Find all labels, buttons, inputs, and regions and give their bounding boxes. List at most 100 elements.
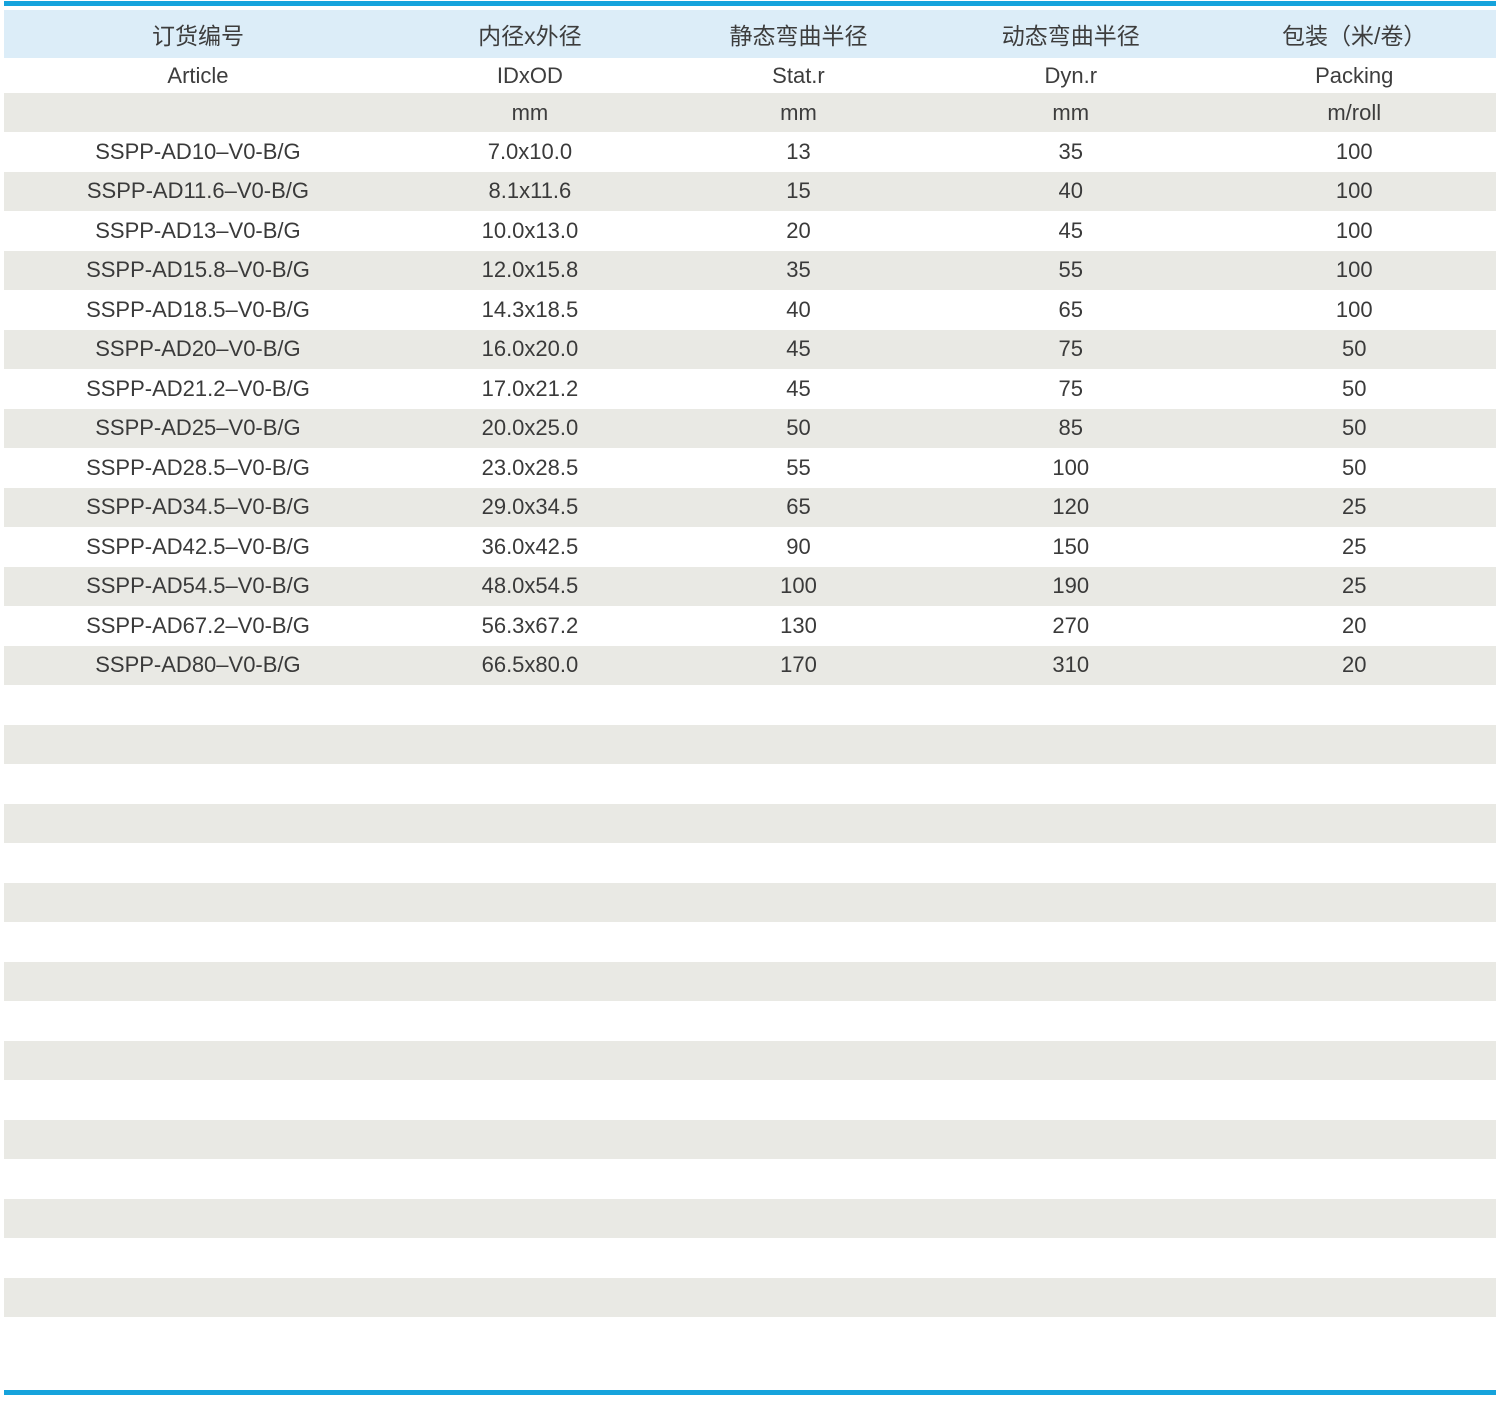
dyn-r-cell: 55 [1058,257,1083,283]
table-row: SSPP-AD80–V0-B/G 66.5x80.0 170 310 20 [4,645,1496,685]
top-accent-bar [4,1,1496,6]
idxod-cell: 7.0x10.0 [487,138,573,164]
article-cell: SSPP-AD20–V0-B/G [95,336,301,362]
dyn-r-cell: 310 [1052,652,1090,678]
stat-r-cell: 130 [780,612,817,638]
dyn-r-cell: 40 [1058,178,1083,204]
article-cell: SSPP-AD21.2–V0-B/G [86,375,310,401]
article-cell: SSPP-AD80–V0-B/G [95,652,301,678]
stat-r-cell: 40 [786,296,811,322]
packing-cell: 25 [1342,494,1367,520]
article-cell: SSPP-AD13–V0-B/G [95,217,301,243]
idxod-cell: 12.0x15.8 [481,257,579,283]
article-cell: SSPP-AD28.5–V0-B/G [86,454,310,480]
packing-cell: 50 [1342,336,1367,362]
unit-idxod: mm [511,99,549,125]
empty-row [4,843,1496,883]
dyn-r-cell: 65 [1058,296,1083,322]
packing-cell: 100 [1335,138,1373,164]
dyn-r-cell: 35 [1058,138,1083,164]
dyn-r-cell: 45 [1058,217,1083,243]
dyn-r-cell: 85 [1058,415,1083,441]
article-cell: SSPP-AD67.2–V0-B/G [86,612,310,638]
packing-cell: 50 [1342,415,1367,441]
empty-row [4,1001,1496,1041]
stat-r-cell: 45 [786,336,811,362]
idxod-cell: 17.0x21.2 [481,375,579,401]
unit-stat-r: mm [780,99,817,125]
header-idxod-zh: 内径x外径 [478,23,582,49]
header-packing-en: Packing [1315,62,1394,88]
table-header: 订货编号 内径x外径 静态弯曲半径 动态弯曲半径 包装（米/卷） Article… [4,10,1496,132]
packing-cell: 100 [1335,296,1373,322]
idxod-cell: 29.0x34.5 [481,494,579,520]
header-stat-r-en: Stat.r [772,62,825,88]
idxod-cell: 20.0x25.0 [481,415,579,441]
empty-row [4,882,1496,922]
table-row: SSPP-AD21.2–V0-B/G 17.0x21.2 45 75 50 [4,369,1496,409]
packing-cell: 20 [1342,612,1367,638]
header-article-zh: 订货编号 [151,23,244,49]
header-idxod-en: IDxOD [496,62,563,88]
table-row: SSPP-AD11.6–V0-B/G 8.1x11.6 15 40 100 [4,171,1496,211]
stat-r-cell: 45 [786,375,811,401]
header-row-units: mm mm mm m/roll [4,93,1496,132]
header-stat-r-zh: 静态弯曲半径 [729,23,868,49]
empty-row [4,1238,1496,1278]
dyn-r-cell: 190 [1052,573,1090,599]
empty-row [4,1080,1496,1120]
stat-r-cell: 55 [786,454,811,480]
empty-row [4,922,1496,962]
table-row: SSPP-AD13–V0-B/G 10.0x13.0 20 45 100 [4,211,1496,251]
empty-row [4,764,1496,804]
dyn-r-cell: 75 [1058,375,1083,401]
header-dyn-r-zh: 动态弯曲半径 [1001,23,1140,49]
empty-row [4,1198,1496,1238]
empty-row [4,724,1496,764]
stat-r-cell: 65 [786,494,811,520]
idxod-cell: 10.0x13.0 [481,217,579,243]
packing-cell: 100 [1335,217,1373,243]
packing-cell: 20 [1342,652,1367,678]
table-row: SSPP-AD34.5–V0-B/G 29.0x34.5 65 120 25 [4,487,1496,527]
stat-r-cell: 35 [786,257,811,283]
unit-packing: m/roll [1327,99,1382,125]
idxod-cell: 14.3x18.5 [481,296,579,322]
stat-r-cell: 170 [780,652,817,678]
dyn-r-cell: 150 [1052,533,1090,559]
empty-row [4,685,1496,725]
idxod-cell: 48.0x54.5 [481,573,579,599]
stat-r-cell: 15 [786,178,811,204]
table-row: SSPP-AD42.5–V0-B/G 36.0x42.5 90 150 25 [4,527,1496,567]
stat-r-cell: 13 [786,138,811,164]
table-row: SSPP-AD15.8–V0-B/G 12.0x15.8 35 55 100 [4,250,1496,290]
header-row-en: Article IDxOD Stat.r Dyn.r Packing [4,58,1496,93]
header-article-en: Article [167,62,229,88]
packing-cell: 50 [1342,375,1367,401]
empty-row [4,1119,1496,1159]
product-spec-table: 订货编号 内径x外径 静态弯曲半径 动态弯曲半径 包装（米/卷） Article… [4,10,1496,1357]
article-cell: SSPP-AD34.5–V0-B/G [86,494,310,520]
table-row: SSPP-AD67.2–V0-B/G 56.3x67.2 130 270 20 [4,606,1496,646]
table-row: SSPP-AD20–V0-B/G 16.0x20.0 45 75 50 [4,329,1496,369]
idxod-cell: 36.0x42.5 [481,533,579,559]
idxod-cell: 8.1x11.6 [488,178,572,204]
packing-cell: 100 [1335,257,1373,283]
idxod-cell: 16.0x20.0 [481,336,579,362]
bottom-accent-bar [4,1389,1496,1395]
dyn-r-cell: 270 [1052,612,1090,638]
stat-r-cell: 50 [786,415,811,441]
article-cell: SSPP-AD10–V0-B/G [95,138,301,164]
empty-row [4,1040,1496,1080]
header-dyn-r-en: Dyn.r [1044,62,1098,88]
empty-row [4,1277,1496,1317]
packing-cell: 50 [1342,454,1367,480]
unit-article [4,93,392,132]
article-cell: SSPP-AD54.5–V0-B/G [86,573,310,599]
article-cell: SSPP-AD15.8–V0-B/G [86,257,310,283]
table-row: SSPP-AD54.5–V0-B/G 48.0x54.5 100 190 25 [4,566,1496,606]
stat-r-cell: 90 [786,533,811,559]
article-cell: SSPP-AD42.5–V0-B/G [86,533,310,559]
dyn-r-cell: 120 [1052,494,1090,520]
